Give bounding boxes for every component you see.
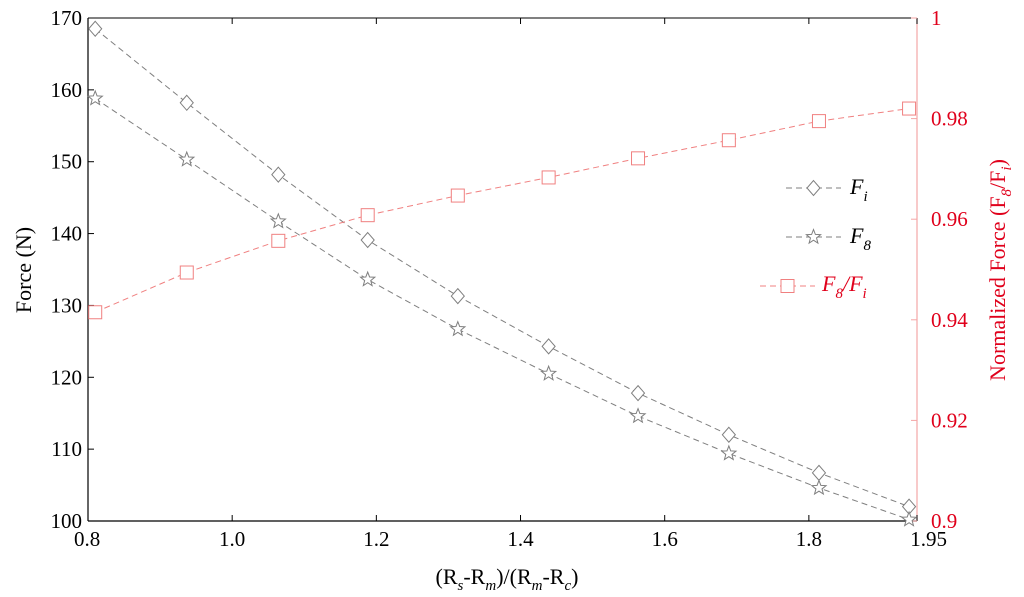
data-point-star [900, 510, 918, 527]
right-y-tick-label: 1 [931, 6, 942, 30]
x-axis-title: (Rs-Rm)/(Rm-Rc) [436, 564, 579, 594]
series-line-square [95, 108, 910, 313]
x-tick-label: 1.4 [507, 527, 534, 551]
right-y-axis-title: Normalized Force (F8/Fi) [985, 159, 1015, 381]
data-point-star [449, 320, 467, 337]
legend-label-f8: F8 [849, 223, 871, 254]
legend-item-fi: Fi [786, 174, 868, 205]
series-line-diamond [94, 28, 910, 508]
data-point-square [902, 101, 917, 116]
data-point-diamond [179, 94, 194, 112]
data-point-star [86, 89, 104, 106]
data-point-star [720, 444, 738, 461]
data-point-diamond [630, 384, 646, 402]
x-tick-label: 1.8 [796, 527, 822, 551]
legend-label-fi: Fi [849, 174, 868, 205]
data-point-diamond [88, 20, 103, 38]
data-point-star [269, 212, 287, 229]
legend-marker-square [780, 279, 795, 293]
left-y-tick-label: 140 [51, 222, 83, 246]
legend-item-f8: F8 [786, 223, 871, 254]
x-tick-label: 1.95 [910, 527, 947, 551]
data-point-square [631, 151, 646, 166]
series-diamond [88, 20, 917, 515]
data-point-star [629, 407, 647, 424]
left-y-axis-ticks: 100 110 120 130 140 150 160 170 [51, 6, 94, 533]
data-point-diamond [541, 338, 556, 355]
legend-marker-star [805, 228, 822, 245]
data-point-diamond [360, 231, 375, 249]
data-point-star [178, 150, 196, 167]
data-point-star [810, 479, 828, 496]
x-tick-label: 0.8 [74, 527, 100, 551]
legend-marker-square [780, 279, 795, 293]
data-point-star [540, 364, 558, 381]
data-point-square [271, 233, 286, 248]
series-layer [86, 20, 918, 527]
x-tick-label: 1.0 [219, 527, 245, 551]
left-y-tick-label: 150 [51, 150, 83, 174]
left-y-tick-label: 110 [51, 437, 82, 461]
data-point-square [360, 208, 375, 223]
right-y-tick-label: 0.9 [931, 509, 957, 533]
data-point-square [721, 133, 736, 148]
data-point-square [811, 114, 826, 129]
data-point-square [450, 188, 465, 203]
right-y-tick-label: 0.96 [931, 207, 968, 231]
legend-item-ratio: F8/Fi [760, 271, 867, 302]
data-point-diamond [450, 287, 465, 305]
legend-label-ratio: F8/Fi [821, 271, 867, 302]
left-y-tick-label: 100 [51, 509, 83, 533]
data-point-square [541, 170, 556, 185]
data-point-star [359, 270, 377, 287]
x-axis-ticks: 0.8 1.0 1.2 1.4 1.6 1.8 1.95 [74, 18, 947, 551]
right-y-tick-label: 0.92 [931, 408, 968, 432]
data-point-diamond [271, 166, 286, 183]
series-line-star [94, 98, 910, 521]
data-point-diamond [721, 426, 737, 444]
x-tick-label: 1.2 [363, 527, 389, 551]
left-y-tick-label: 170 [51, 6, 83, 30]
series-star [86, 89, 918, 527]
legend-marker-star [805, 228, 822, 245]
legend-marker-diamond [806, 179, 821, 197]
data-point-square [179, 265, 194, 280]
x-tick-label: 1.6 [652, 527, 678, 551]
right-y-tick-label: 0.94 [931, 308, 968, 332]
legend-marker-diamond [806, 179, 821, 197]
left-y-axis-title: Force (N) [11, 227, 36, 313]
data-point-square [88, 305, 103, 320]
legend: Fi F8 F8/Fi [760, 174, 871, 302]
right-y-axis-ticks: 0.9 0.92 0.94 0.96 0.98 1 [911, 6, 968, 533]
left-y-tick-label: 130 [51, 293, 83, 317]
series-square [88, 101, 917, 320]
left-y-tick-label: 160 [51, 78, 83, 102]
right-y-tick-label: 0.98 [931, 107, 968, 131]
left-y-tick-label: 120 [51, 365, 83, 389]
